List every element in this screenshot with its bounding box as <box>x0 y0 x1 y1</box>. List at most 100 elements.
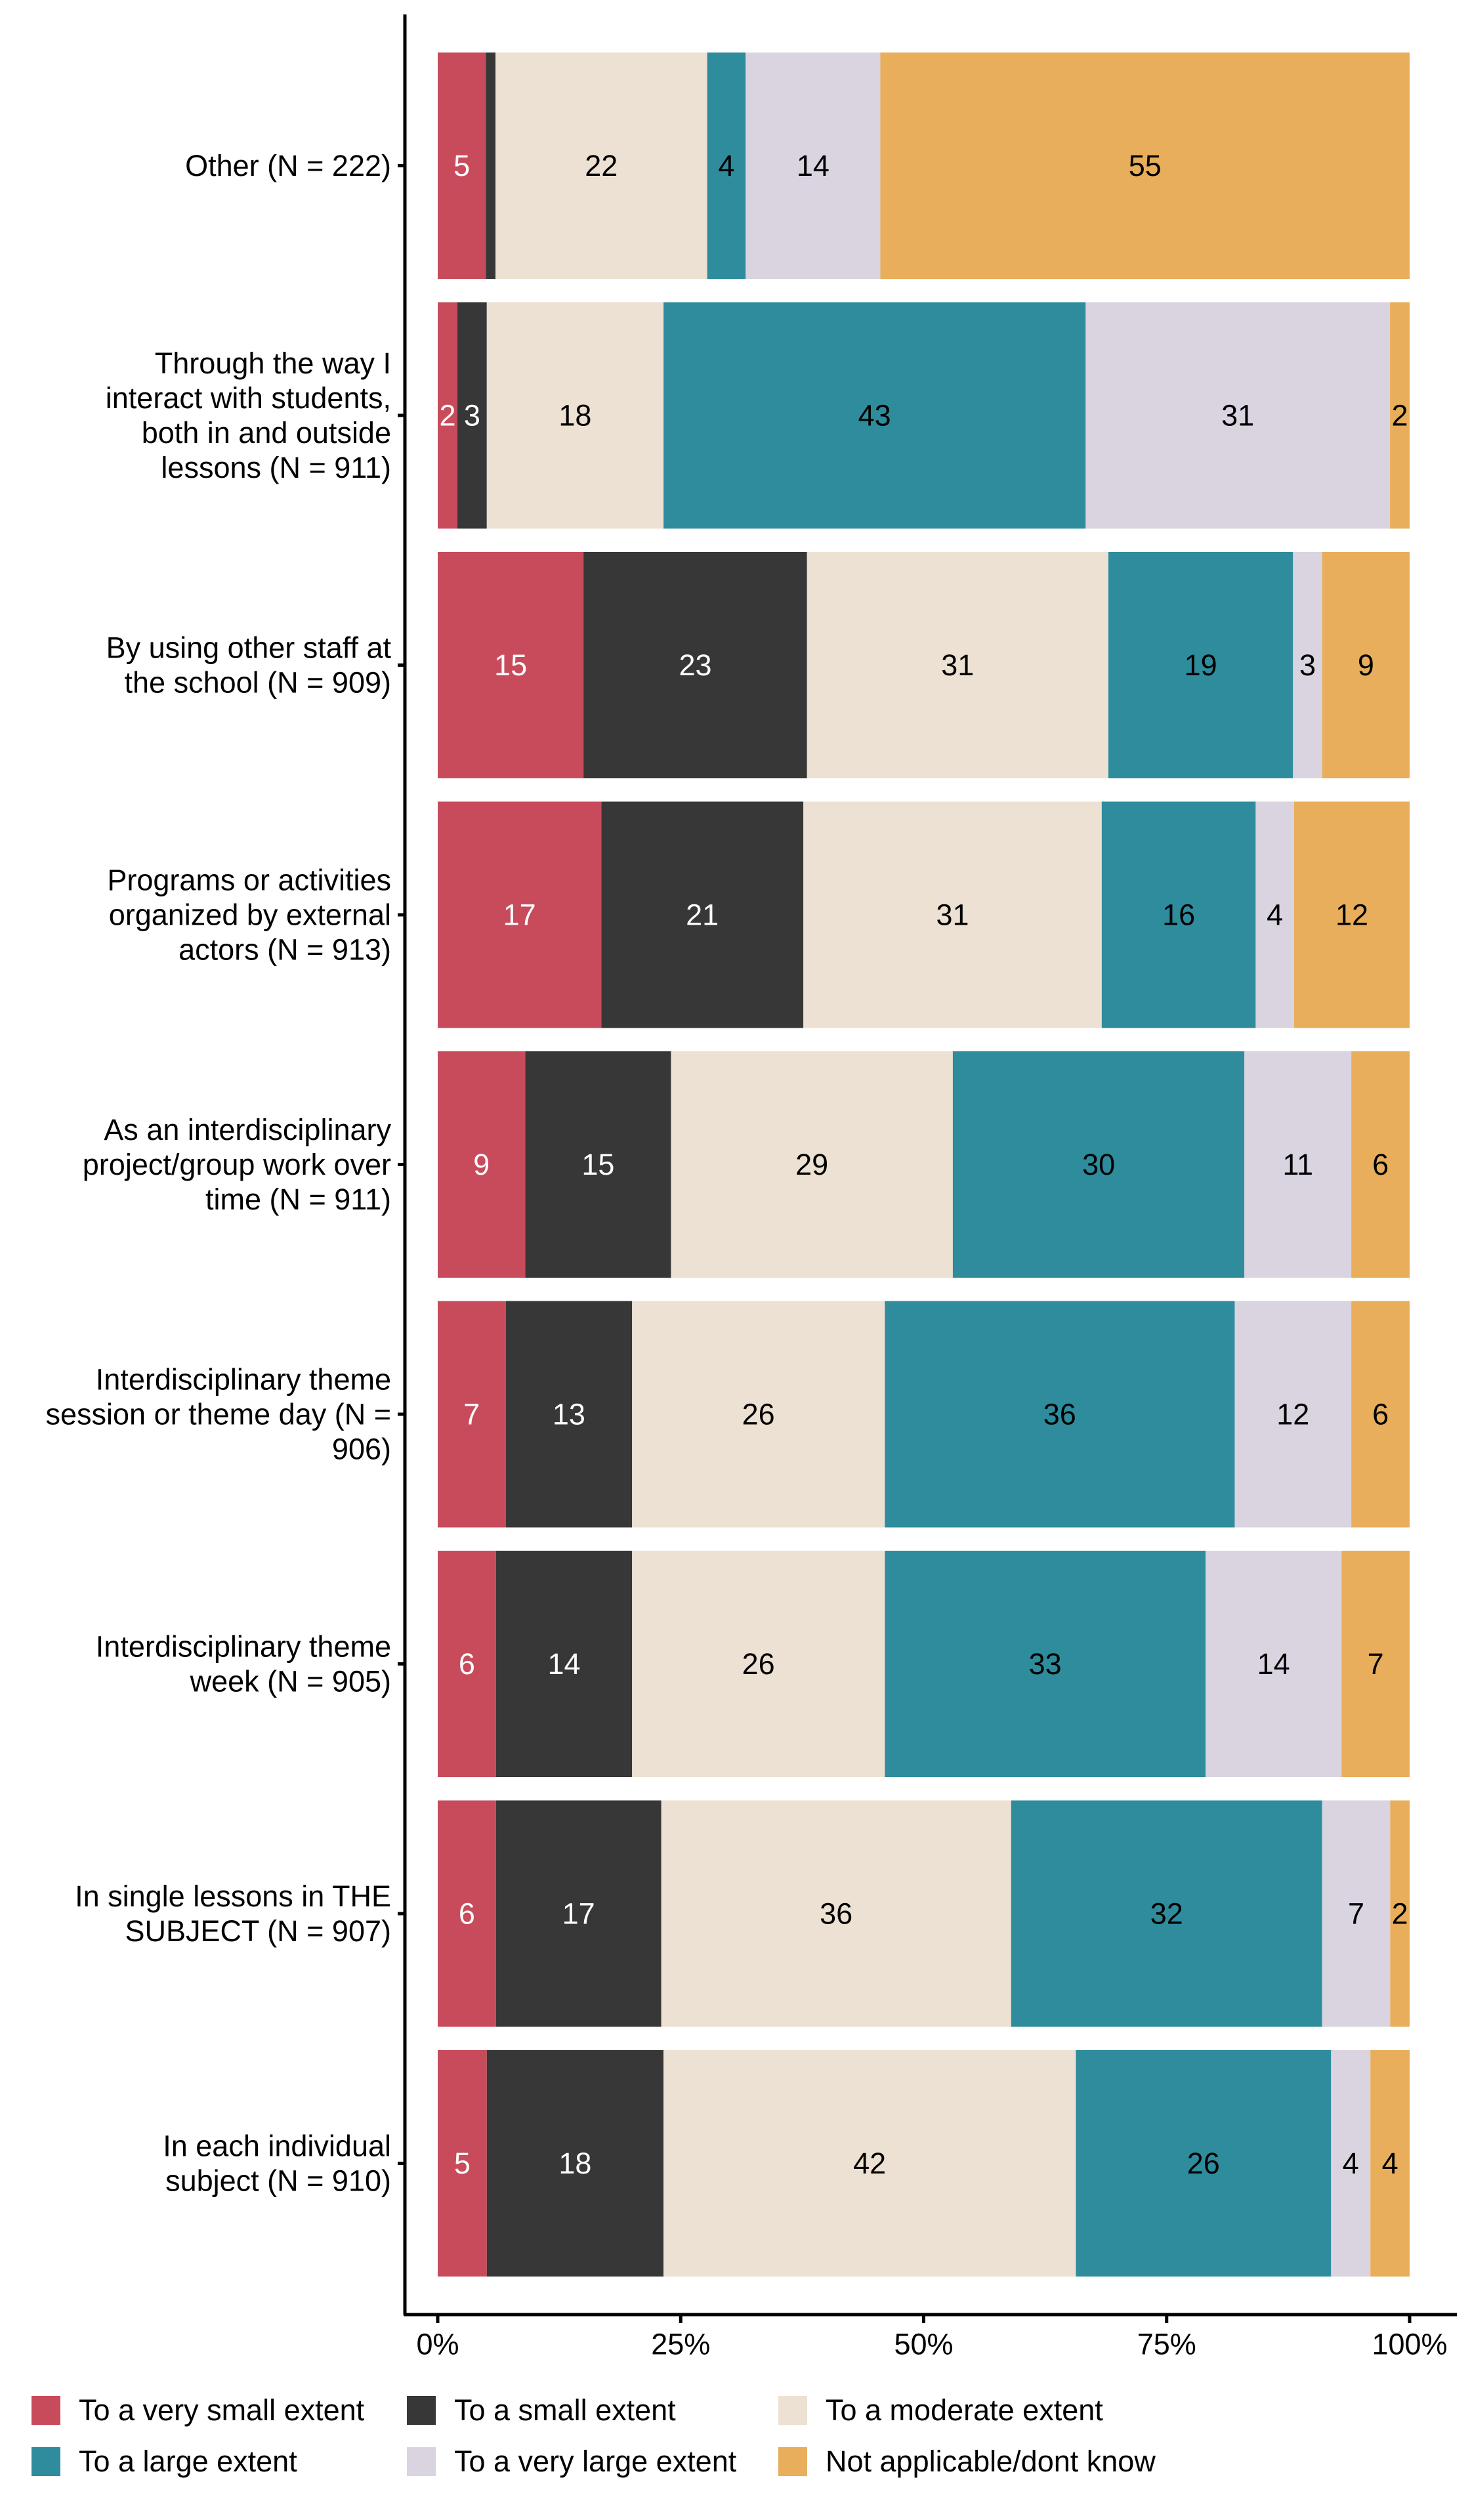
bar-segment-to-a-small-extent <box>505 1301 633 1528</box>
bar-segment-to-a-very-large-extent <box>1255 801 1295 1028</box>
legend-label: Not applicable/dont know <box>826 2445 1156 2478</box>
bar-segment-to-a-very-large-extent <box>1206 1551 1342 1777</box>
data-label: 17 <box>562 1897 595 1931</box>
data-label: 13 <box>553 1398 585 1431</box>
bars-layer <box>438 52 1410 2277</box>
legend-swatch <box>32 2447 60 2476</box>
data-label: 2 <box>1391 399 1408 432</box>
category-label-line: Interdisciplinary theme <box>96 1630 391 1664</box>
data-label: 6 <box>459 1897 475 1931</box>
category-label: As an interdisciplinary project/group wor… <box>83 1113 392 1216</box>
category-label-line: Interdisciplinary theme <box>96 1363 391 1396</box>
category-label-line: the school (N = 909) <box>125 666 391 700</box>
category-label-line: subject (N = 910) <box>165 2164 391 2198</box>
category-label-line: In each individual <box>163 2130 391 2163</box>
category-label-line: week (N = 905) <box>190 1665 391 1698</box>
data-label: 26 <box>1187 2147 1220 2180</box>
bar-segment-to-a-very-small-extent <box>438 1301 506 1528</box>
bar-segment-to-a-large-extent <box>885 1551 1206 1777</box>
bar-segment-to-a-very-large-extent <box>1293 552 1322 778</box>
category-label-line: time (N = 911) <box>205 1183 391 1216</box>
data-label: 14 <box>1257 1647 1290 1681</box>
bar-segment-to-a-small-extent <box>457 302 487 529</box>
data-label: 6 <box>1372 1148 1389 1181</box>
category-label-line: SUBJECT (N = 907) <box>125 1914 391 1948</box>
bar-segment-to-a-moderate-extent <box>495 52 707 279</box>
category-label-line: Programs or activities <box>107 864 391 897</box>
legend-item-small: To a small extent <box>407 2392 676 2429</box>
data-label: 32 <box>1150 1897 1183 1931</box>
bar-segment-to-a-large-extent <box>1011 1800 1322 2027</box>
data-label: 6 <box>459 1647 475 1681</box>
bar-segment-to-a-moderate-extent <box>661 1800 1011 2027</box>
category-label-line: interact with students, <box>106 381 391 415</box>
bar-segment-to-a-moderate-extent <box>803 801 1102 1028</box>
bar-segment-to-a-large-extent <box>663 302 1086 529</box>
bar-segment-to-a-large-extent <box>885 1301 1235 1528</box>
bar-segment-not-applicable-dont-know <box>1351 1301 1410 1528</box>
segment-labels-layer: 5 22 4 14 552 3 18 43 31 215 23 31 19 3 917 21 31 16 4 129 1… <box>439 149 1408 2180</box>
category-label-line: Other (N = 222) <box>185 149 391 182</box>
data-label: 5 <box>454 2147 471 2180</box>
category-label: Interdisciplinary theme session or theme … <box>46 1363 392 1466</box>
data-label: 23 <box>679 648 711 682</box>
bar-segment-to-a-large-extent <box>1108 552 1293 778</box>
data-label: 2 <box>439 399 455 432</box>
data-label: 4 <box>1382 2147 1398 2180</box>
bar-segment-to-a-small-extent <box>495 1800 662 2027</box>
legend-label: To a small extent <box>454 2393 676 2427</box>
category-label: Programs or activities organized by exter… <box>107 864 391 967</box>
data-label: 18 <box>558 2147 591 2180</box>
bar-segment-to-a-very-large-extent <box>1331 2050 1371 2277</box>
bar-segment-to-a-very-small-extent <box>438 1551 496 1777</box>
data-label: 6 <box>1372 1398 1389 1431</box>
x-tick-label: 0% <box>416 2328 459 2361</box>
category-label-line: project/group work over <box>83 1148 391 1181</box>
bar-segment-to-a-moderate-extent <box>632 1551 885 1777</box>
bar-segment-to-a-small-extent <box>601 801 804 1028</box>
bar-segment-to-a-large-extent <box>952 1051 1245 1278</box>
bar-segment-to-a-large-extent <box>707 52 746 279</box>
data-label: 4 <box>718 149 734 182</box>
category-label-line: In single lessons in THE <box>75 1880 391 1913</box>
data-label: 16 <box>1162 898 1195 932</box>
legend-swatch <box>407 2447 436 2476</box>
data-label: 9 <box>1358 648 1374 682</box>
category-label-line: 906) <box>332 1433 391 1466</box>
data-label: 15 <box>494 648 527 682</box>
bar-segment-to-a-very-small-extent <box>438 2050 487 2277</box>
data-label: 2 <box>1392 1897 1408 1931</box>
legend-label: To a moderate extent <box>826 2393 1103 2427</box>
x-tick-label: 25% <box>651 2328 710 2361</box>
x-tick-label: 50% <box>894 2328 953 2361</box>
data-label: 3 <box>464 399 480 432</box>
data-label: 4 <box>1343 2147 1359 2180</box>
legend-item-moderate: To a moderate extent <box>778 2392 1103 2429</box>
bar-segment-to-a-very-large-extent <box>1234 1301 1352 1528</box>
data-label: 15 <box>581 1148 614 1181</box>
data-label: 31 <box>936 898 969 932</box>
bar-segment-to-a-very-small-extent <box>438 52 486 279</box>
data-label: 21 <box>686 898 719 932</box>
bar-segment-to-a-very-large-extent <box>1244 1051 1352 1278</box>
legend-item-very-small: To a very small extent <box>32 2392 364 2429</box>
category-label-line: session or theme day (N = <box>46 1398 392 1431</box>
legend-item-large: To a large extent <box>32 2443 297 2480</box>
bar-segment-to-a-moderate-extent <box>663 2050 1076 2277</box>
bar-segment-to-a-moderate-extent <box>671 1051 953 1278</box>
bar-segment-to-a-very-large-extent <box>746 52 881 279</box>
data-label: 19 <box>1185 648 1217 682</box>
category-label-line: As an interdisciplinary <box>104 1113 391 1146</box>
bar-segment-to-a-very-small-extent <box>438 1800 496 2027</box>
bar-segment-to-a-very-small-extent <box>438 801 602 1028</box>
bar-segment-to-a-small-extent <box>495 1551 633 1777</box>
bar-segment-to-a-very-small-extent <box>438 1051 526 1278</box>
bar-segment-not-applicable-dont-know <box>1370 2050 1410 2277</box>
data-label: 55 <box>1129 149 1162 182</box>
bar-segment-not-applicable-dont-know <box>880 52 1410 279</box>
legend-swatch <box>778 2396 807 2425</box>
data-label: 26 <box>742 1647 775 1681</box>
category-label-line: By using other staff at <box>106 631 392 665</box>
bar-segment-to-a-small-extent <box>583 552 807 778</box>
